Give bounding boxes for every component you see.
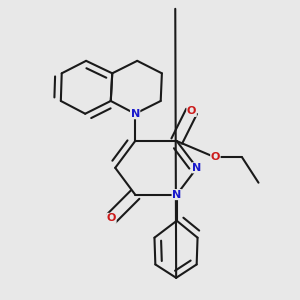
Text: O: O [107, 213, 116, 224]
Text: O: O [211, 152, 220, 162]
Text: N: N [172, 190, 182, 200]
Text: N: N [130, 109, 140, 119]
Text: N: N [192, 163, 202, 173]
Text: O: O [187, 106, 196, 116]
